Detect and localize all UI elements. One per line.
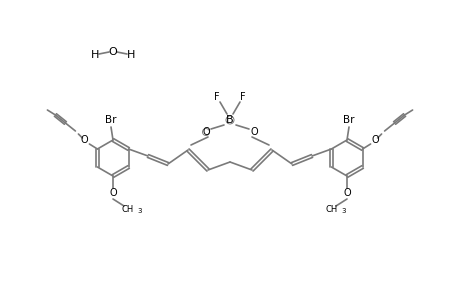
Text: Br: Br: [342, 115, 354, 125]
Text: F: F: [240, 92, 245, 102]
Text: B: B: [226, 115, 233, 125]
Text: F: F: [214, 92, 219, 102]
Text: CH: CH: [325, 205, 337, 214]
Text: H: H: [127, 50, 135, 60]
Text: H: H: [90, 50, 99, 60]
Text: 3: 3: [341, 208, 346, 214]
Text: O: O: [342, 188, 350, 198]
Text: O: O: [202, 127, 209, 137]
Text: O: O: [109, 188, 117, 198]
Text: O: O: [108, 47, 117, 57]
Text: O: O: [80, 135, 88, 145]
Text: O: O: [371, 135, 379, 145]
Text: CH: CH: [122, 205, 134, 214]
Text: 3: 3: [137, 208, 142, 214]
Text: Br: Br: [105, 115, 117, 125]
Text: O: O: [250, 127, 257, 137]
